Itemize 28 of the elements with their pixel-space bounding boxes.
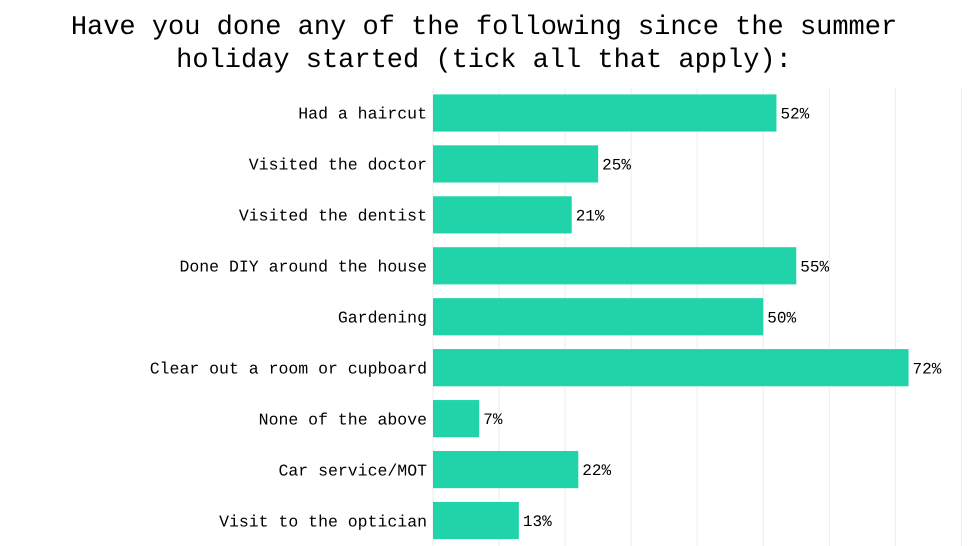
data-label: 72% xyxy=(912,360,942,378)
y-tick-label: Visit to the optician xyxy=(219,512,427,532)
data-label: 25% xyxy=(602,156,632,175)
y-tick-label: None of the above xyxy=(258,410,427,430)
data-label: 55% xyxy=(800,258,830,276)
bar xyxy=(433,502,519,540)
data-label: 21% xyxy=(576,207,605,226)
data-label: 50% xyxy=(767,309,796,328)
data-label: 22% xyxy=(582,462,612,480)
y-tick-label: Had a haircut xyxy=(298,104,427,124)
bar xyxy=(433,298,764,336)
bar xyxy=(433,400,480,438)
data-label: 52% xyxy=(780,106,810,124)
bar xyxy=(433,247,796,284)
bar xyxy=(433,196,572,234)
data-label: 7% xyxy=(483,411,503,430)
y-tick-label: Gardening xyxy=(338,308,427,328)
data-label: 13% xyxy=(522,513,552,532)
chart-title: Have you done any of the following since the summer holiday started (tick all that apply): xyxy=(70,13,898,76)
bar xyxy=(433,145,598,183)
bar xyxy=(433,349,909,386)
y-tick-label: Car service/MOT xyxy=(278,461,428,480)
y-tick-label: Visited the doctor xyxy=(248,156,427,175)
y-tick-label: Done DIY around the house xyxy=(179,258,427,277)
y-tick-label: Visited the dentist xyxy=(238,206,427,226)
bar xyxy=(433,94,776,132)
y-tick-label: Clear out a room or cupboard xyxy=(150,359,427,378)
bar xyxy=(433,450,578,488)
